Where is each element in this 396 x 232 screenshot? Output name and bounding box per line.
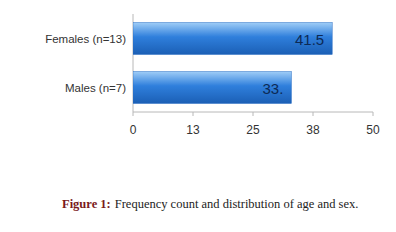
x-tick [253,112,254,116]
chart-container: 0 13 25 38 50 Females (n=13) Males (n=7) 41.5 33… [0,0,396,232]
data-label: 33. [263,80,284,97]
x-tick-label: 0 [130,123,137,137]
x-tick [133,112,134,116]
category-label: Females (n=13) [45,33,126,45]
category-label: Males (n=7) [65,82,126,94]
chart-svg: 0 13 25 38 50 Females (n=13) Males (n=7) 41.5 33… [0,0,396,232]
x-tick [313,112,314,116]
x-tick-label: 13 [186,123,200,137]
bar [133,23,332,55]
x-tick-label: 25 [246,123,260,137]
x-tick [373,112,374,116]
x-tick [193,112,194,116]
caption: Figure 1: Frequency count and distributio… [62,197,358,211]
caption-text: Frequency count and distribution of age … [115,197,359,211]
bars [133,23,332,104]
data-label: 41.5 [295,31,324,48]
bar [133,72,291,104]
x-tick-label: 38 [306,123,320,137]
x-tick-label: 50 [366,123,380,137]
caption-label: Figure 1: [62,197,111,211]
